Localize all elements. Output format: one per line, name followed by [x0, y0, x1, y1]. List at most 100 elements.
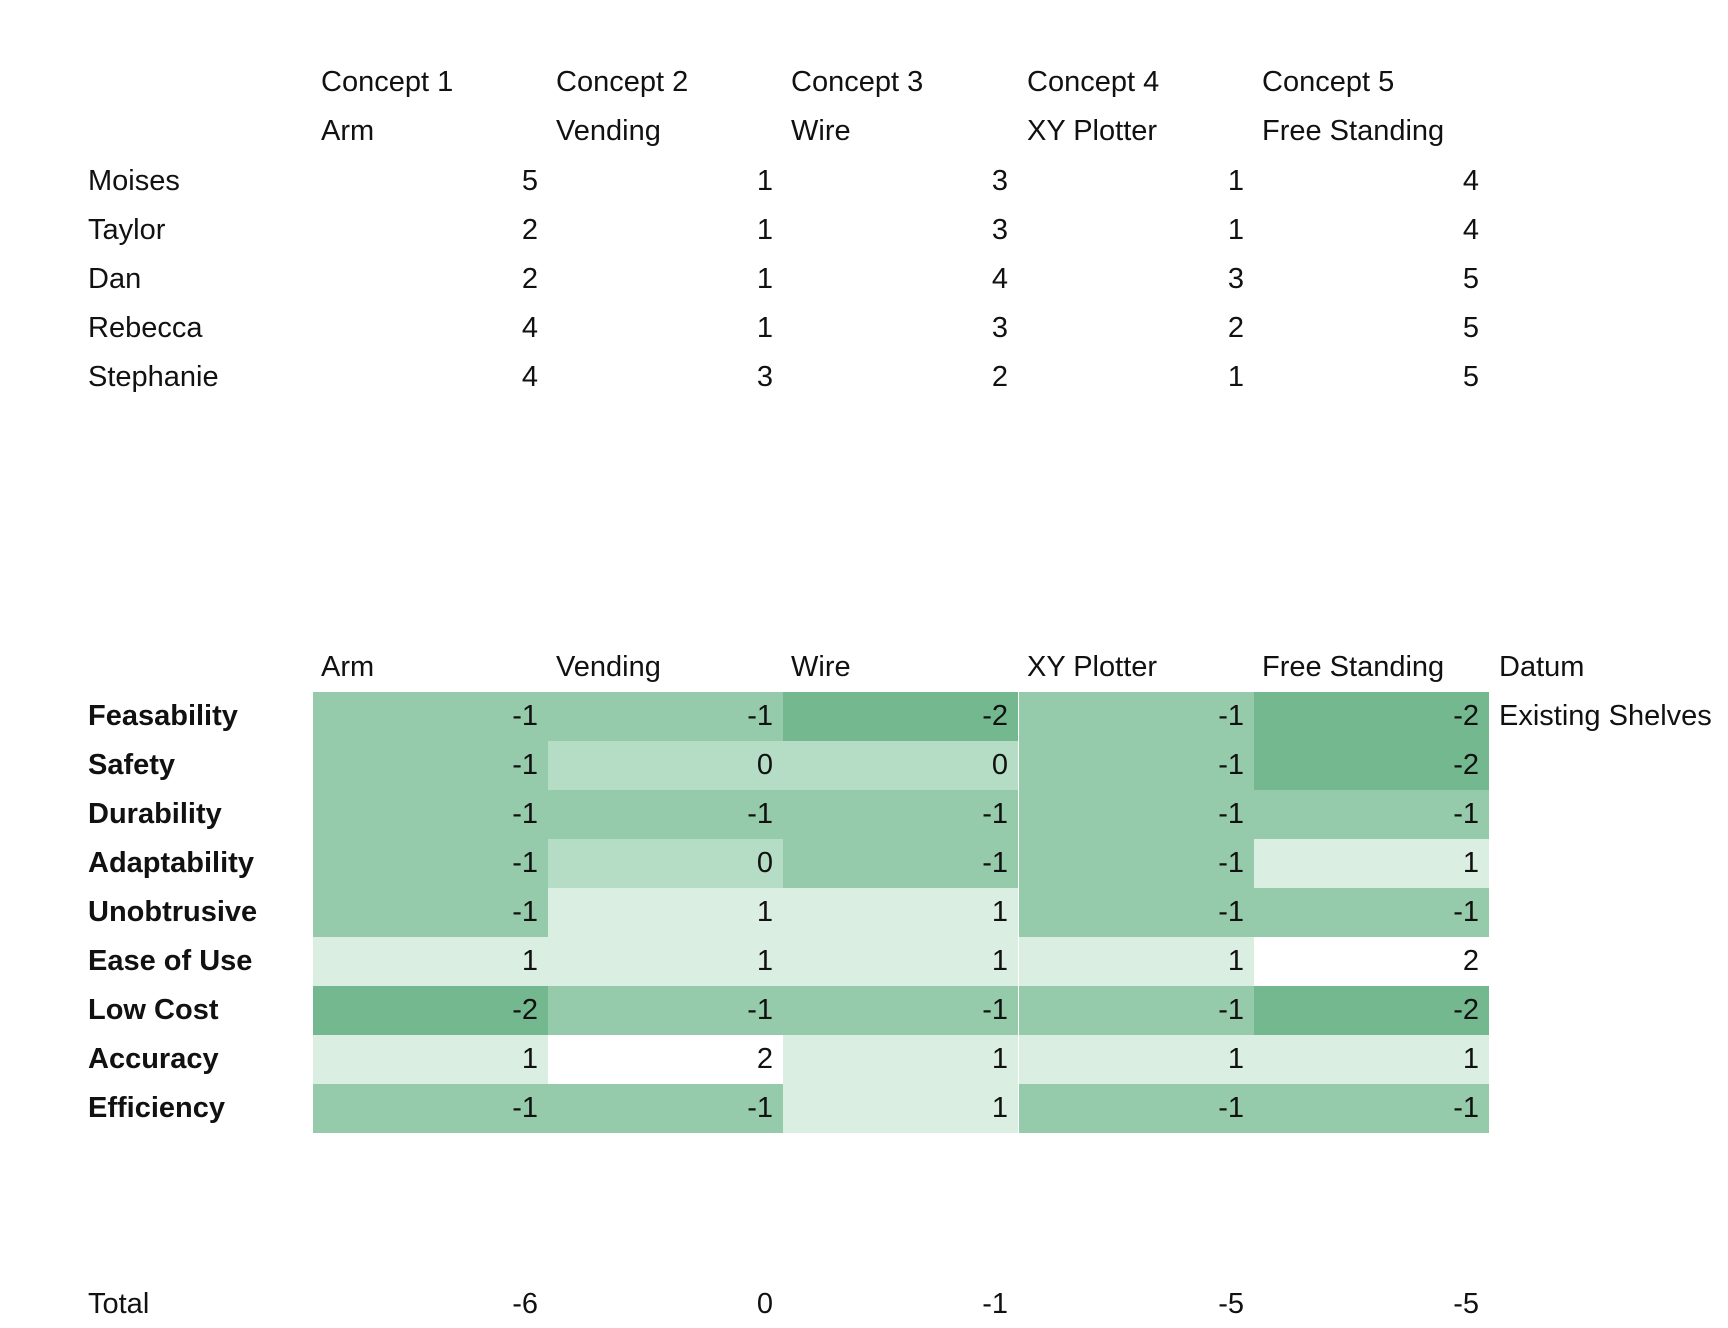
ranking-score: 3	[991, 214, 1008, 246]
ranking-score: 5	[521, 165, 538, 197]
total-value: 0	[756, 1288, 773, 1320]
matrix-score-cell: -1	[548, 790, 783, 839]
matrix-score-cell: 1	[783, 1084, 1018, 1133]
concept-name-header: Wire	[791, 115, 851, 147]
matrix-score-cell: 2	[1254, 937, 1489, 986]
datum-value: Existing Shelves	[1499, 700, 1712, 732]
ranking-score: 5	[1462, 312, 1479, 344]
matrix-score-cell: -2	[1254, 692, 1489, 741]
ranking-score: 3	[1227, 263, 1244, 295]
ranking-score: 2	[991, 361, 1008, 393]
matrix-score-cell: 1	[313, 937, 548, 986]
ranking-score: 2	[521, 263, 538, 295]
matrix-score-cell: 1	[783, 888, 1018, 937]
datum-header: Datum	[1499, 651, 1585, 683]
matrix-score-cell: -1	[548, 1084, 783, 1133]
criterion-label: Safety	[88, 749, 176, 781]
ranking-score: 1	[756, 263, 773, 295]
matrix-score-cell: -2	[313, 986, 548, 1035]
ranking-score: 4	[1462, 214, 1479, 246]
matrix-score-cell: 1	[783, 1035, 1018, 1084]
matrix-column-header: Free Standing	[1262, 651, 1445, 683]
concept-name-header: Arm	[321, 115, 375, 147]
matrix-score-cell: -1	[1254, 1084, 1489, 1133]
ranking-score: 3	[756, 361, 773, 393]
matrix-score-cell: 0	[783, 741, 1018, 790]
concept-number-header: Concept 5	[1262, 66, 1395, 98]
matrix-score-cell: -2	[1254, 986, 1489, 1035]
ranking-score: 5	[1462, 361, 1479, 393]
matrix-score-cell: -1	[783, 790, 1018, 839]
matrix-score-cell: 0	[548, 741, 783, 790]
criterion-label: Efficiency	[88, 1092, 225, 1124]
matrix-score-cell: 0	[548, 839, 783, 888]
person-name: Rebecca	[88, 312, 203, 344]
matrix-column-header: Arm	[321, 651, 375, 683]
total-value: -6	[512, 1288, 538, 1320]
total-value: -5	[1453, 1288, 1479, 1320]
total-value: -5	[1218, 1288, 1244, 1320]
concept-name-header: Free Standing	[1262, 115, 1445, 147]
matrix-score-cell: 2	[548, 1035, 783, 1084]
matrix-score-cell: 1	[1019, 937, 1254, 986]
matrix-score-cell: 1	[1254, 839, 1489, 888]
matrix-score-cell: -1	[313, 741, 548, 790]
matrix-score-cell: -1	[313, 790, 548, 839]
matrix-column-header: Wire	[791, 651, 851, 683]
concept-name-header: XY Plotter	[1027, 115, 1158, 147]
criterion-label: Low Cost	[88, 994, 219, 1026]
total-label: Total	[88, 1288, 150, 1320]
ranking-score: 4	[991, 263, 1008, 295]
person-name: Dan	[88, 263, 142, 295]
criterion-label: Adaptability	[88, 847, 254, 879]
matrix-score-cell: -1	[1254, 888, 1489, 937]
matrix-score-cell: -1	[548, 692, 783, 741]
criterion-label: Accuracy	[88, 1043, 219, 1075]
matrix-score-cell: -1	[548, 986, 783, 1035]
matrix-column-header: XY Plotter	[1027, 651, 1158, 683]
matrix-score-cell: -1	[1019, 1084, 1254, 1133]
matrix-score-cell: -1	[1019, 692, 1254, 741]
ranking-score: 2	[521, 214, 538, 246]
matrix-score-cell: -1	[313, 692, 548, 741]
matrix-score-cell: 1	[313, 1035, 548, 1084]
ranking-score: 1	[756, 165, 773, 197]
ranking-score: 1	[1227, 361, 1244, 393]
matrix-column-header: Vending	[556, 651, 661, 683]
person-name: Moises	[88, 165, 180, 197]
matrix-score-cell: -1	[783, 986, 1018, 1035]
concept-number-header: Concept 1	[321, 66, 454, 98]
matrix-score-cell: -1	[313, 839, 548, 888]
ranking-score: 5	[1462, 263, 1479, 295]
matrix-score-cell: -1	[1019, 741, 1254, 790]
criterion-label: Unobtrusive	[88, 896, 258, 928]
matrix-score-cell: -1	[1019, 888, 1254, 937]
ranking-score: 1	[756, 312, 773, 344]
criterion-label: Ease of Use	[88, 945, 253, 977]
matrix-score-cell: -1	[783, 839, 1018, 888]
matrix-score-cell: -2	[1254, 741, 1489, 790]
matrix-score-cell: 1	[1254, 1035, 1489, 1084]
matrix-score-cell: 1	[548, 937, 783, 986]
ranking-score: 4	[521, 361, 538, 393]
ranking-score: 1	[1227, 165, 1244, 197]
total-value: -1	[982, 1288, 1008, 1320]
matrix-score-cell: -1	[313, 1084, 548, 1133]
matrix-score-cell: -1	[1019, 790, 1254, 839]
ranking-score: 1	[756, 214, 773, 246]
concept-number-header: Concept 4	[1027, 66, 1160, 98]
criterion-label: Feasability	[88, 700, 238, 732]
person-name: Stephanie	[88, 361, 219, 393]
concept-name-header: Vending	[556, 115, 661, 147]
matrix-score-cell: -1	[313, 888, 548, 937]
matrix-score-cell: 1	[548, 888, 783, 937]
ranking-score: 1	[1227, 214, 1244, 246]
matrix-score-cell: -1	[1019, 839, 1254, 888]
matrix-score-cell: 1	[783, 937, 1018, 986]
concept-number-header: Concept 2	[556, 66, 689, 98]
ranking-score: 3	[991, 312, 1008, 344]
ranking-score: 4	[521, 312, 538, 344]
matrix-score-cell: -1	[1019, 986, 1254, 1035]
matrix-score-cell: -1	[1254, 790, 1489, 839]
matrix-score-cell: -2	[783, 692, 1018, 741]
